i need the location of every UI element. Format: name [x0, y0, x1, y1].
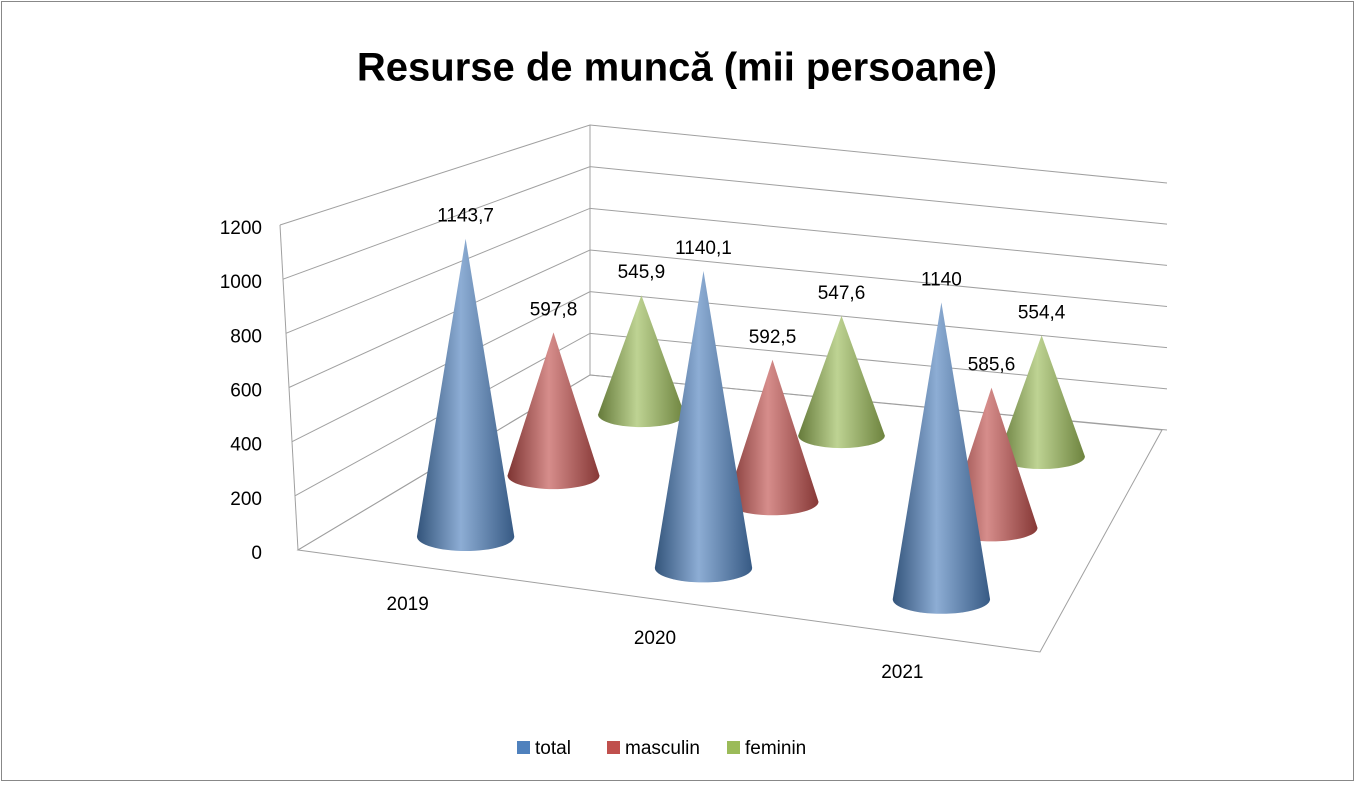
cone — [507, 332, 600, 490]
y-tick-label: 0 — [251, 543, 262, 564]
data-label: 592,5 — [749, 327, 797, 348]
grid-line — [294, 332, 1168, 497]
cone — [598, 295, 685, 428]
cone — [998, 335, 1085, 470]
data-label: 1140 — [921, 269, 962, 290]
legend-label: total — [535, 738, 571, 759]
cone — [798, 315, 885, 449]
data-label: 545,9 — [618, 262, 666, 283]
grid-line — [285, 207, 1168, 334]
data-label: 1143,7 — [437, 206, 494, 227]
chart-title: Resurse de muncă (mii persoane) — [357, 46, 997, 90]
grid-line — [297, 374, 1168, 551]
y-tick-label: 400 — [230, 435, 262, 456]
cone — [654, 271, 753, 583]
x-tick-label: 2020 — [634, 628, 676, 649]
data-label: 1140,1 — [675, 238, 732, 259]
y-tick-label: 1200 — [220, 218, 262, 239]
data-label: 585,6 — [968, 355, 1016, 376]
cone — [892, 302, 991, 614]
legend-swatch — [607, 741, 620, 754]
grid-line — [279, 124, 1168, 226]
grid-line — [291, 291, 1168, 443]
data-label: 554,4 — [1018, 302, 1066, 323]
cone — [726, 359, 819, 516]
legend-label: feminin — [745, 738, 806, 759]
grid-line — [282, 166, 1168, 280]
x-tick-label: 2019 — [387, 594, 429, 615]
grid-line — [288, 249, 1168, 388]
y-tick-label: 1000 — [220, 272, 262, 293]
cone — [416, 238, 515, 552]
y-tick-label: 800 — [230, 326, 262, 347]
y-tick-label: 200 — [230, 489, 262, 510]
y-tick-label: 600 — [230, 381, 262, 402]
legend-swatch — [727, 741, 740, 754]
legend-label: masculin — [625, 738, 700, 759]
data-label: 547,6 — [818, 283, 866, 304]
legend-swatch — [517, 741, 530, 754]
x-tick-label: 2021 — [881, 662, 923, 683]
data-label: 597,8 — [530, 299, 578, 320]
